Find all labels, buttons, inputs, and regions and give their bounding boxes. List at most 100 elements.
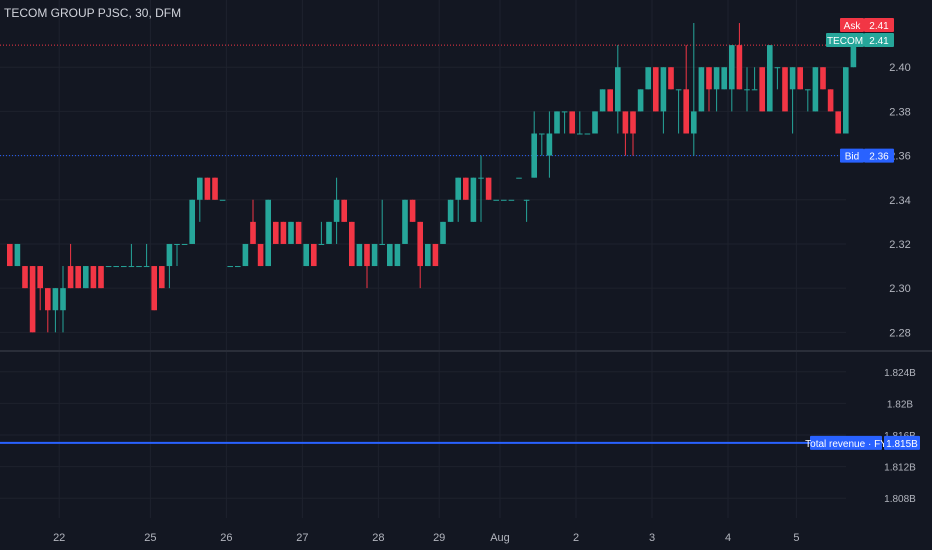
- candle-body: [83, 266, 89, 289]
- candle-body: [653, 67, 659, 112]
- candle-body: [531, 133, 537, 178]
- candle-body: [850, 45, 857, 68]
- candle-body: [668, 67, 674, 90]
- x-tick-label: 26: [220, 532, 232, 544]
- candle-body: [288, 221, 294, 244]
- candle-body: [767, 45, 773, 112]
- candle-body: [501, 199, 507, 201]
- candle-body: [751, 89, 758, 91]
- candle-body: [189, 199, 195, 244]
- x-tick-label: 5: [793, 532, 799, 544]
- candle-body: [326, 221, 332, 244]
- candle-body: [311, 243, 317, 267]
- candle-body: [637, 89, 644, 112]
- x-tick-label: Aug: [490, 532, 510, 544]
- candle-body: [698, 67, 705, 112]
- candle-body: [181, 243, 188, 245]
- candle-body: [67, 266, 74, 289]
- candle-body: [75, 266, 81, 289]
- candle-body: [516, 177, 522, 179]
- candle-body: [782, 67, 788, 112]
- candle-body: [204, 177, 211, 200]
- y-tick-label: 2.32: [889, 239, 910, 251]
- candle-body: [333, 199, 340, 222]
- chart-title: TECOM GROUP PJSC, 30, DFM: [4, 6, 182, 20]
- revenue-y-tick-label: 1.812B: [884, 463, 916, 474]
- candle-body: [98, 266, 104, 289]
- candle-body: [827, 89, 834, 112]
- candle-body: [554, 111, 560, 134]
- candle-body: [273, 221, 279, 244]
- candle-body: [675, 89, 682, 91]
- candle-body: [105, 266, 112, 268]
- candle-body: [523, 199, 530, 201]
- candle-body: [151, 266, 157, 311]
- x-tick-label: 22: [53, 532, 65, 544]
- revenue-name-label: Total revenue · FY: [805, 439, 887, 450]
- candle-body: [592, 111, 598, 134]
- candle-body: [683, 89, 689, 134]
- candle-body: [379, 243, 385, 245]
- candle-body: [569, 111, 575, 134]
- candle-body: [440, 221, 446, 244]
- candle-body: [159, 266, 165, 289]
- x-tick-label: 25: [144, 532, 156, 544]
- y-tick-label: 2.40: [889, 62, 910, 74]
- candle-body: [356, 243, 363, 267]
- candle-body: [197, 177, 203, 200]
- candle-body: [235, 266, 241, 268]
- candle-body: [22, 266, 28, 289]
- ask-name-label: Ask: [844, 21, 862, 32]
- x-tick-label: 3: [649, 532, 655, 544]
- candle-body: [52, 288, 59, 311]
- candle-body: [759, 67, 765, 112]
- candle-body: [143, 266, 150, 268]
- candle-body: [645, 67, 651, 90]
- candle-body: [219, 199, 226, 201]
- candle-body: [417, 221, 423, 267]
- candle-body: [166, 243, 173, 267]
- x-tick-label: 4: [725, 532, 731, 544]
- y-tick-label: 2.34: [889, 195, 910, 207]
- revenue-value-label: 1.815B: [886, 439, 918, 450]
- candle-body: [113, 266, 119, 268]
- candle-body: [136, 266, 142, 268]
- candle-body: [736, 45, 743, 90]
- candle-body: [364, 243, 370, 267]
- candle-body: [721, 67, 727, 90]
- x-tick-label: 28: [372, 532, 384, 544]
- candle-body: [227, 266, 233, 268]
- candle-body: [387, 243, 393, 267]
- candle-body: [402, 199, 408, 244]
- last-price-name-label: TECOM: [827, 36, 863, 47]
- candle-body: [774, 67, 781, 69]
- y-tick-label: 2.30: [889, 283, 910, 295]
- candle-body: [128, 266, 135, 268]
- bid-name-label: Bid: [845, 152, 859, 163]
- ask-name-tag: [840, 18, 864, 32]
- x-tick-label: 29: [433, 532, 445, 544]
- candle-body: [349, 221, 355, 267]
- candle-body: [250, 221, 256, 244]
- candle-body: [539, 133, 545, 135]
- candle-body: [630, 111, 636, 134]
- candle-body: [341, 199, 347, 222]
- candle-body: [174, 243, 180, 245]
- candle-body: [622, 111, 629, 134]
- x-tick-label: 27: [296, 532, 308, 544]
- candle-body: [455, 177, 461, 200]
- ask-value-label: 2.41: [869, 21, 889, 32]
- candle-body: [584, 133, 591, 135]
- candle-body: [805, 89, 811, 91]
- revenue-name-tag: [810, 435, 882, 450]
- candle-body: [508, 199, 515, 201]
- candle-body: [121, 266, 127, 268]
- candle-body: [812, 67, 819, 112]
- candle-body: [265, 199, 271, 267]
- candle-body: [546, 133, 553, 156]
- revenue-y-tick-label: 1.824B: [884, 368, 916, 379]
- candle-body: [470, 177, 477, 222]
- candle-body: [463, 177, 469, 200]
- candle-body: [280, 221, 287, 244]
